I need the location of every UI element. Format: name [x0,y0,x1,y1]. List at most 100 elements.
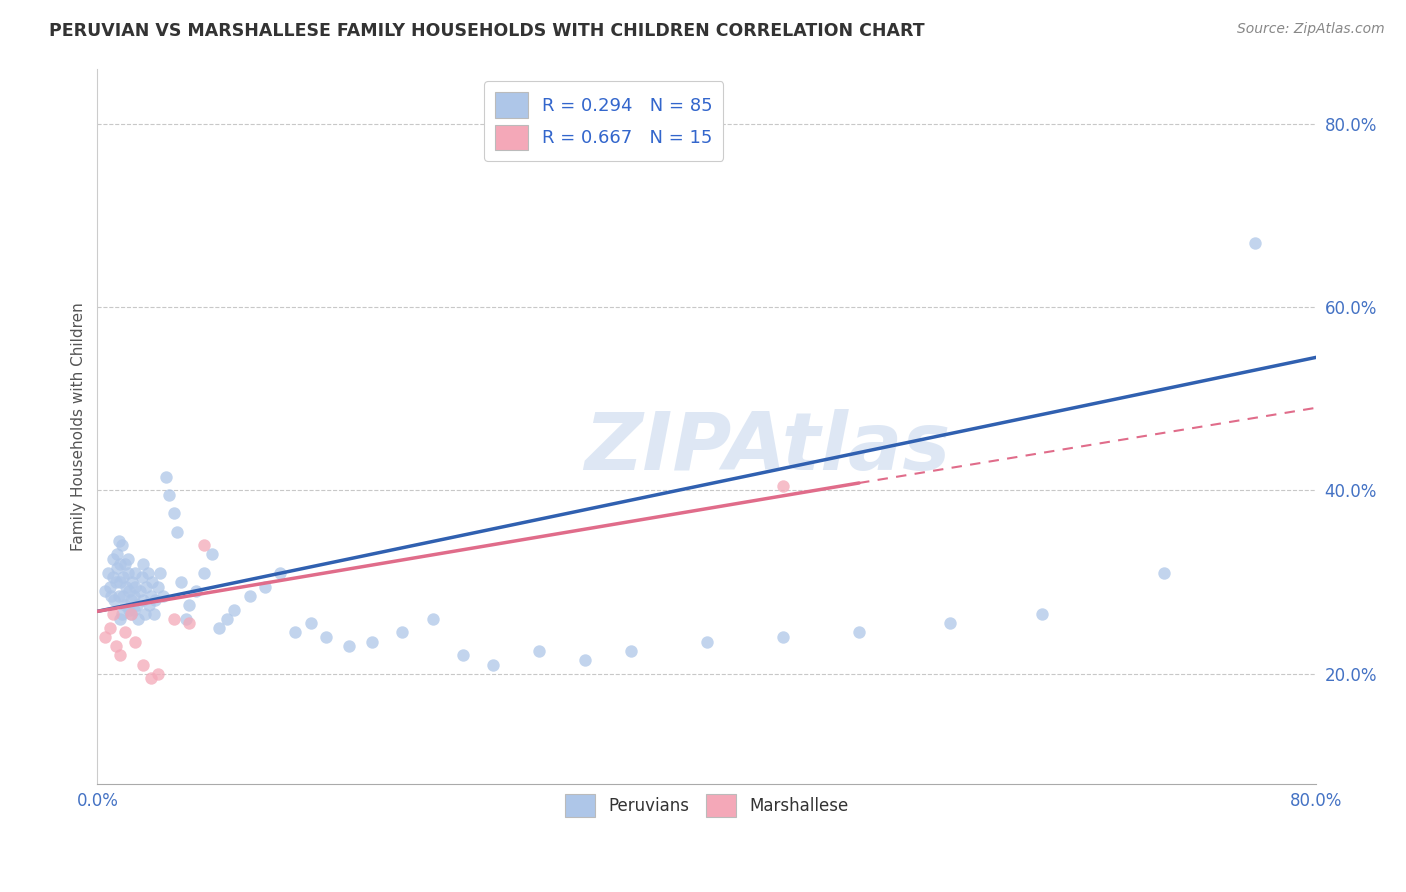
Point [193,538,215,552]
Point [201,548,224,562]
Point [112,589,135,603]
Point [129,584,152,599]
Text: ZIPAtlas: ZIPAtlas [585,409,950,486]
Point [105,548,128,562]
Point [118,602,141,616]
Point [112,570,135,584]
Point [101,570,124,584]
Y-axis label: Family Households with Children: Family Households with Children [72,301,86,550]
Point [120,607,142,621]
Point [148,666,170,681]
Point [174,612,197,626]
Point [117,566,139,580]
Point [117,552,139,566]
Point [337,639,360,653]
Point [115,580,138,594]
Point [939,616,962,631]
Point [118,584,141,599]
Point [98,621,121,635]
Point [94,630,117,644]
Point [120,593,142,607]
Point [141,574,163,589]
Point [122,589,145,603]
Point [97,566,120,580]
Point [269,566,291,580]
Point [132,593,155,607]
Point [139,589,162,603]
Point [162,506,184,520]
Point [315,630,337,644]
Point [135,580,157,594]
Point [104,574,127,589]
Point [193,566,215,580]
Point [772,630,794,644]
Point [101,607,124,621]
Point [125,598,148,612]
Point [253,580,276,594]
Point [107,533,129,548]
Point [105,561,128,575]
Point [124,580,146,594]
Point [104,639,127,653]
Point [696,634,718,648]
Point [124,566,146,580]
Point [114,625,136,640]
Point [139,671,162,685]
Point [299,616,322,631]
Point [120,607,142,621]
Point [108,648,131,663]
Point [574,653,596,667]
Point [166,524,188,539]
Point [108,557,131,571]
Point [111,607,134,621]
Point [422,612,444,626]
Point [124,634,146,648]
Point [108,612,131,626]
Point [170,574,193,589]
Point [215,612,238,626]
Point [391,625,413,640]
Point [121,574,143,589]
Point [108,574,131,589]
Point [772,479,794,493]
Point [157,488,180,502]
Point [134,607,156,621]
Point [451,648,474,663]
Point [208,621,231,635]
Point [1031,607,1053,621]
Point [94,584,117,599]
Point [132,657,155,672]
Point [1244,235,1267,250]
Point [848,625,870,640]
Point [114,557,136,571]
Point [482,657,505,672]
Point [177,598,200,612]
Point [149,566,172,580]
Point [127,612,149,626]
Point [107,589,129,603]
Point [360,634,382,648]
Point [619,644,641,658]
Point [142,607,165,621]
Point [177,616,200,631]
Legend: Peruvians, Marshallese: Peruvians, Marshallese [557,785,856,825]
Point [138,598,160,612]
Point [101,552,124,566]
Point [132,557,155,571]
Point [114,598,136,612]
Point [143,593,166,607]
Point [148,580,170,594]
Point [155,469,177,483]
Text: Source: ZipAtlas.com: Source: ZipAtlas.com [1237,22,1385,37]
Point [131,570,153,584]
Point [186,584,208,599]
Point [162,612,184,626]
Point [100,589,122,603]
Point [224,602,246,616]
Point [239,589,262,603]
Text: PERUVIAN VS MARSHALLESE FAMILY HOUSEHOLDS WITH CHILDREN CORRELATION CHART: PERUVIAN VS MARSHALLESE FAMILY HOUSEHOLD… [49,22,925,40]
Point [111,538,134,552]
Point [122,602,145,616]
Point [136,566,159,580]
Point [152,589,174,603]
